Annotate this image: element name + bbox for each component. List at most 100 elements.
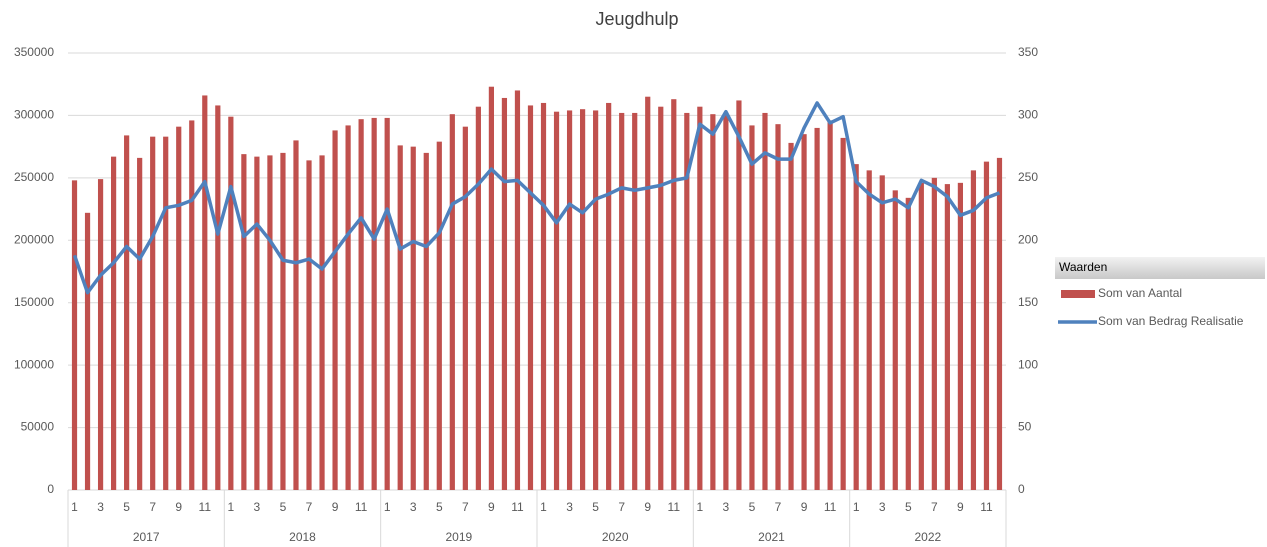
y-tick-label: 0 [47, 482, 54, 496]
x-tick-label: 5 [749, 500, 756, 514]
bar [332, 130, 338, 490]
bar [593, 110, 599, 490]
y-tick-label: 300000 [14, 108, 54, 122]
bar [892, 190, 898, 491]
bar [319, 155, 325, 490]
bar [488, 86, 495, 490]
bar [215, 105, 221, 490]
year-label: 2021 [758, 530, 785, 544]
y2-tick-label: 50 [1018, 420, 1032, 434]
bar [957, 182, 964, 490]
bar [996, 157, 1003, 490]
x-tick-label: 9 [644, 500, 651, 514]
y-tick-label: 350000 [14, 45, 54, 59]
x-tick-label: 11 [668, 500, 681, 514]
x-tick-label: 7 [618, 500, 625, 514]
year-label: 2022 [914, 530, 941, 544]
bar [736, 100, 742, 491]
legend-label: Som van Bedrag Realisatie [1098, 314, 1244, 328]
bar [397, 145, 403, 490]
y-tick-label: 50000 [21, 420, 55, 434]
bar [775, 124, 781, 490]
y2-tick-label: 350 [1018, 45, 1038, 59]
x-tick-label: 7 [149, 500, 156, 514]
bar [410, 146, 416, 490]
bar [632, 112, 638, 490]
x-tick-label: 1 [228, 500, 235, 514]
bar [501, 97, 508, 490]
bar [814, 127, 820, 491]
y-tick-label: 150000 [14, 295, 54, 309]
x-tick-label: 9 [175, 500, 182, 514]
bar [931, 177, 937, 490]
x-tick-label: 5 [280, 500, 287, 514]
bar [553, 111, 560, 490]
bar [645, 96, 651, 490]
bar [697, 106, 703, 490]
bar [150, 136, 156, 490]
x-tick-label: 7 [462, 500, 469, 514]
bar [566, 110, 573, 490]
year-label: 2019 [445, 530, 472, 544]
bar [124, 135, 130, 491]
bar [879, 175, 885, 491]
legend-title: Waarden [1059, 260, 1107, 274]
bar [189, 120, 195, 491]
y-tick-label: 200000 [14, 232, 54, 246]
bar [137, 157, 143, 490]
bar [423, 152, 429, 490]
bar [358, 119, 364, 490]
x-tick-label: 3 [566, 500, 573, 514]
bar [462, 126, 468, 490]
y2-tick-label: 150 [1018, 295, 1038, 309]
bar [658, 106, 664, 490]
bar [788, 142, 794, 490]
bar [918, 182, 924, 490]
bar [723, 112, 729, 490]
x-tick-label: 5 [905, 500, 912, 514]
bar [983, 161, 990, 490]
x-tick-label: 11 [824, 500, 837, 514]
y2-tick-label: 250 [1018, 170, 1038, 184]
x-tick-label: 3 [254, 500, 261, 514]
bar [944, 184, 950, 490]
x-tick-label: 9 [957, 500, 964, 514]
legend-swatch [1061, 290, 1095, 298]
bar [514, 90, 521, 490]
year-label: 2020 [602, 530, 629, 544]
bar [671, 99, 677, 490]
bar [684, 112, 690, 490]
bar [866, 170, 872, 490]
bar [110, 156, 117, 491]
bar [905, 197, 911, 490]
chart-title: Jeugdhulp [595, 9, 678, 29]
bar [71, 180, 78, 490]
bar [384, 117, 390, 490]
bar [827, 120, 833, 491]
bar [371, 117, 377, 490]
bar [241, 154, 247, 491]
y-tick-label: 100000 [14, 357, 54, 371]
bar [202, 95, 208, 491]
bar [606, 102, 612, 490]
bar [749, 125, 755, 490]
x-tick-label: 3 [723, 500, 730, 514]
legend-label: Som van Aantal [1098, 286, 1182, 300]
x-tick-label: 11 [199, 500, 212, 514]
x-tick-label: 7 [775, 500, 782, 514]
y-tick-label: 250000 [14, 170, 54, 184]
bar [840, 137, 846, 490]
bar [527, 105, 534, 490]
bar [280, 152, 286, 490]
bar [306, 160, 312, 490]
bar [762, 112, 768, 490]
bar [436, 141, 442, 491]
bar [970, 170, 977, 490]
x-tick-label: 5 [592, 500, 599, 514]
bar [228, 116, 234, 491]
x-tick-label: 1 [384, 500, 391, 514]
bar [579, 109, 586, 490]
x-tick-label: 9 [332, 500, 339, 514]
bar [293, 140, 299, 490]
